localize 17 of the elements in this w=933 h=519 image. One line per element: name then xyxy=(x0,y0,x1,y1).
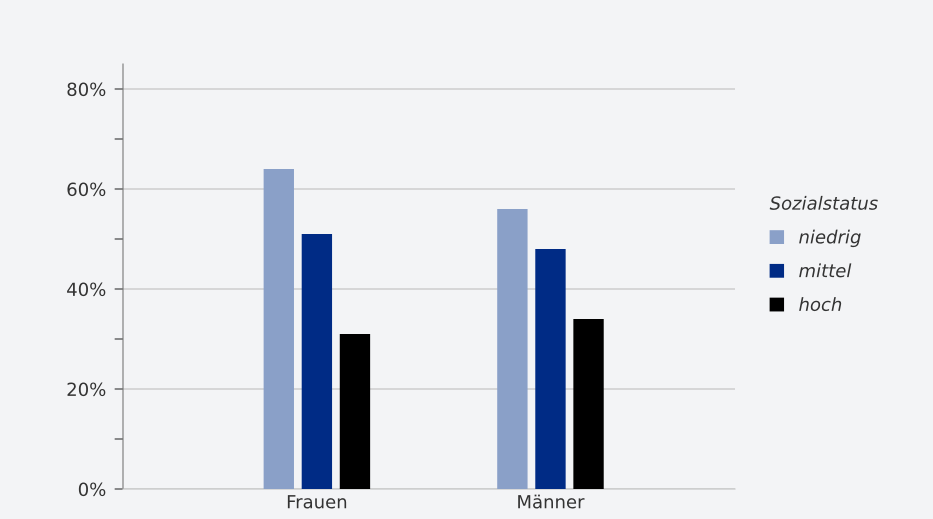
legend-label: niedrig xyxy=(799,230,861,248)
x-tick-label: Frauen xyxy=(288,495,346,509)
x-tick-label: Männer xyxy=(518,494,584,509)
legend-label: hoch xyxy=(799,297,842,312)
bar xyxy=(573,319,604,489)
bar xyxy=(497,209,528,489)
legend-title: Sozialstatus xyxy=(770,196,878,210)
bar xyxy=(340,334,370,489)
y-tick-label: 80% xyxy=(67,82,106,96)
y-tick-label: 40% xyxy=(67,282,106,296)
bar xyxy=(264,169,294,489)
bar xyxy=(302,234,332,489)
y-tick-label: 60% xyxy=(67,182,106,196)
y-tick-label: 20% xyxy=(68,382,106,396)
y-tick-label: 0% xyxy=(78,482,106,496)
bar xyxy=(535,249,566,489)
legend-label: mittel xyxy=(799,263,852,278)
